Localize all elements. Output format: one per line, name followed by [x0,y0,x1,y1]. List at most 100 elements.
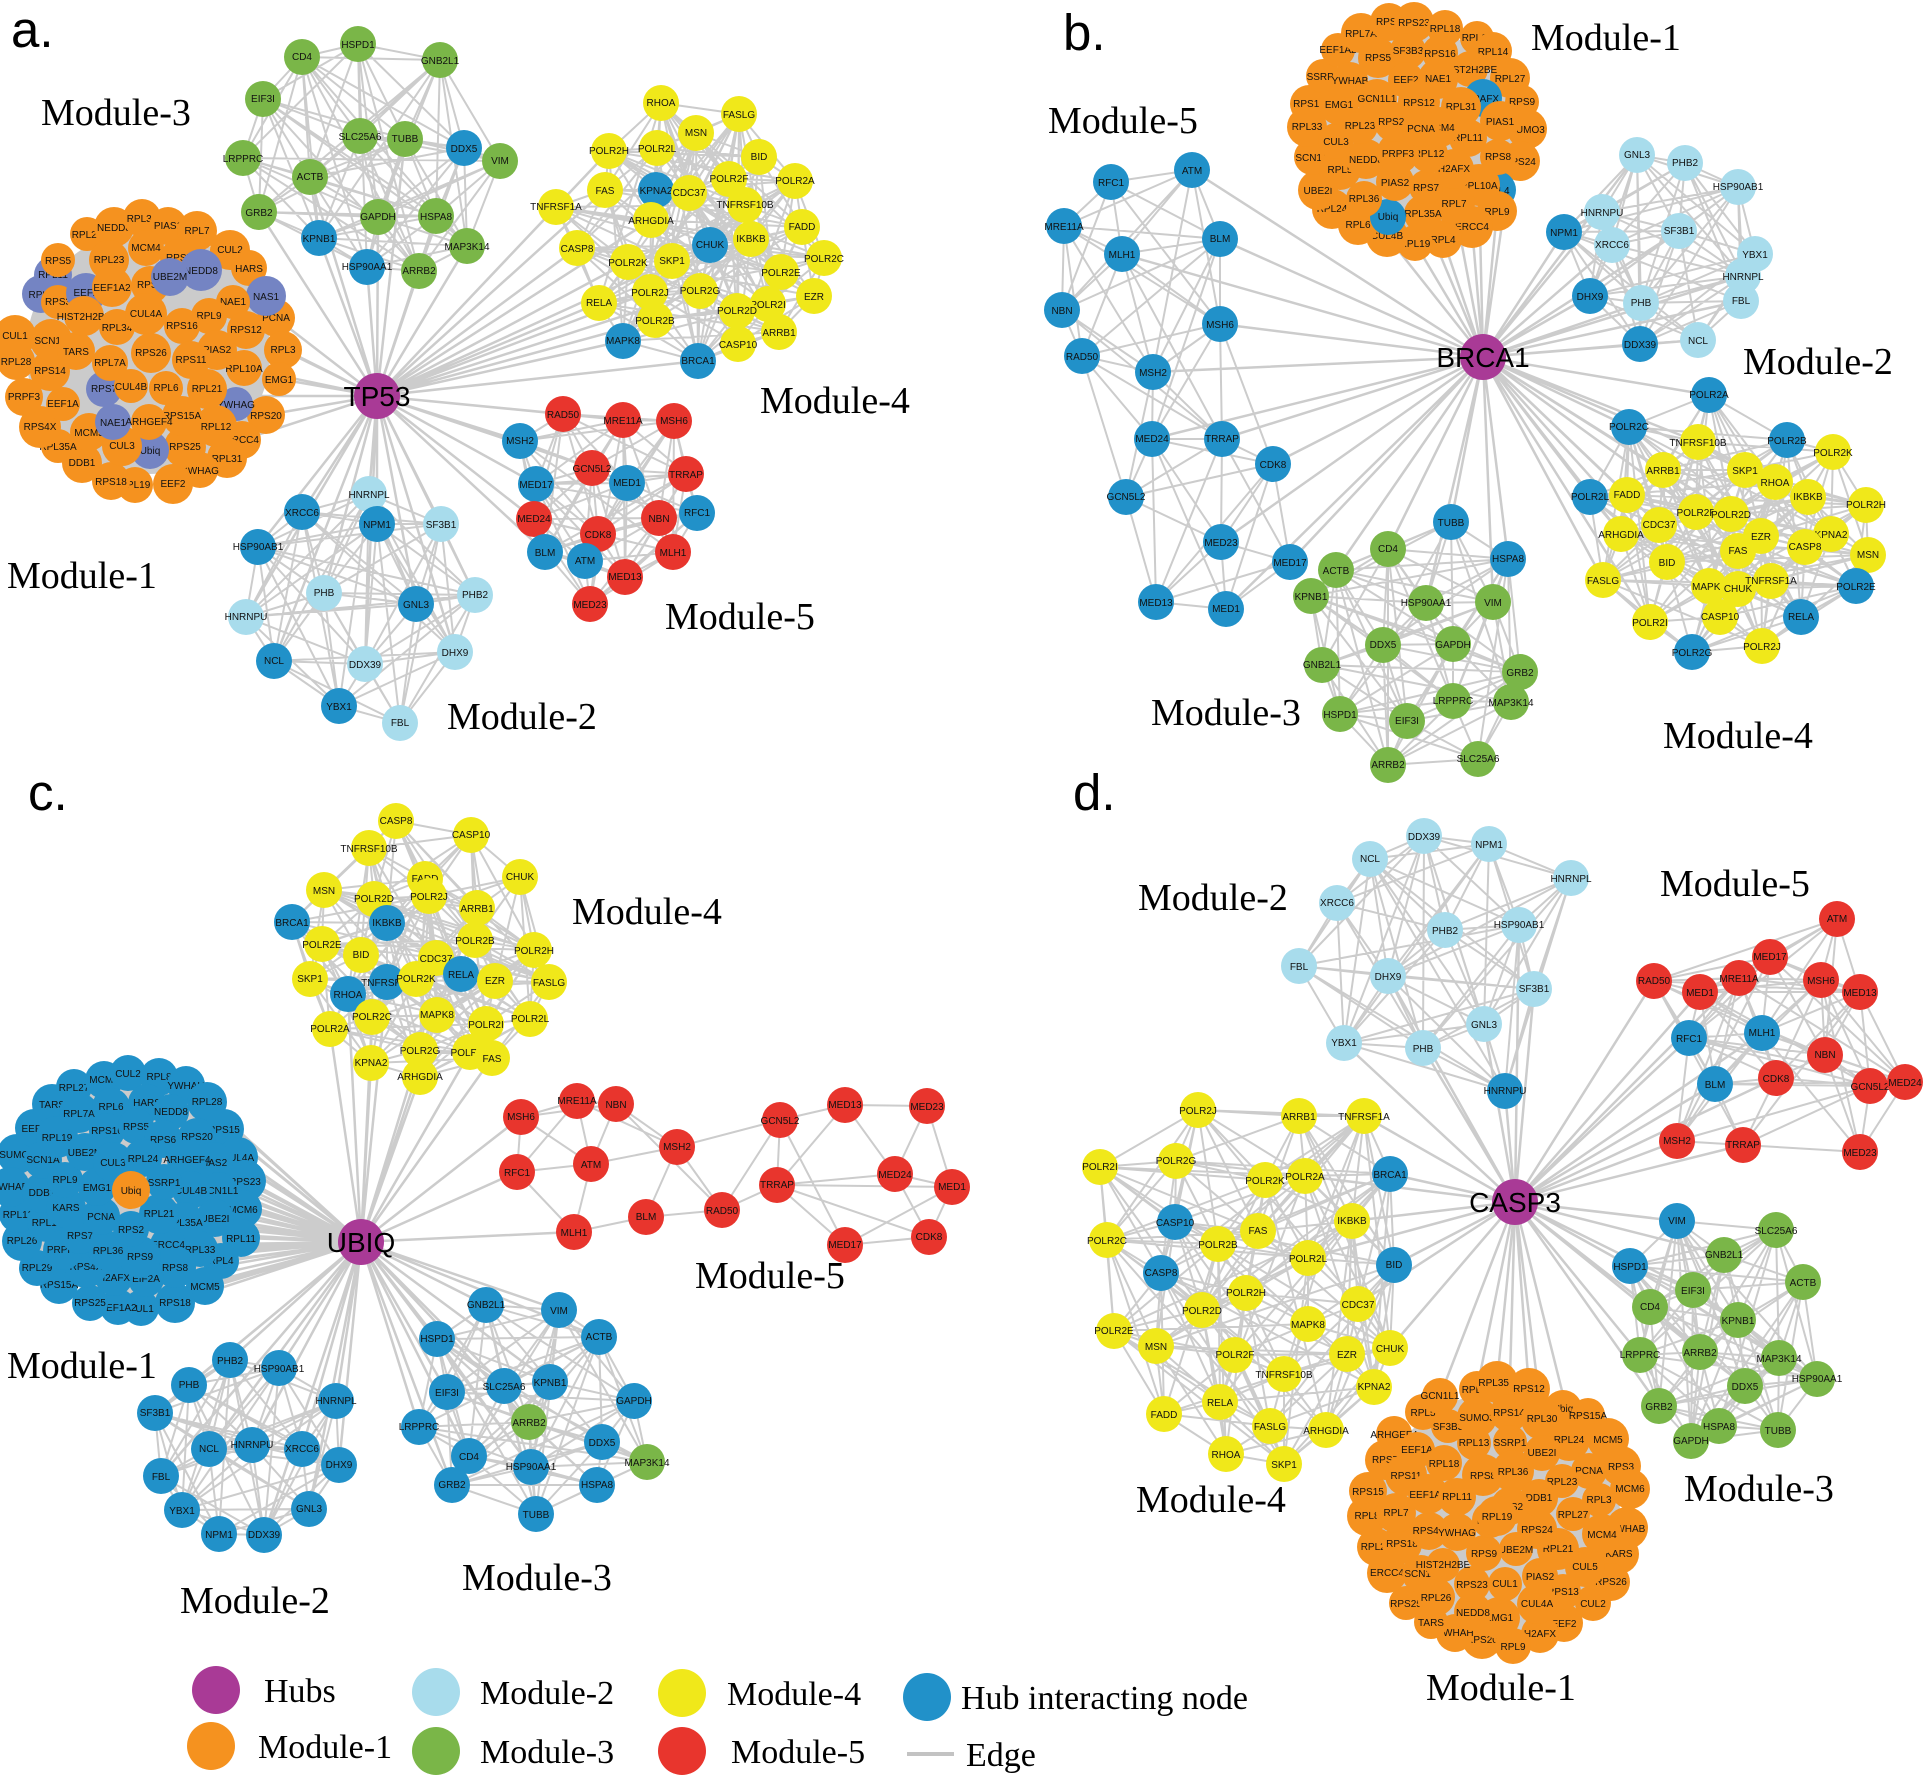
svg-text:H2AFX: H2AFX [1524,1629,1557,1640]
svg-text:NPM1: NPM1 [1550,228,1578,239]
svg-text:POLR2C: POLR2C [1087,1236,1127,1247]
svg-text:TP53: TP53 [344,381,411,412]
svg-text:SLC25A6: SLC25A6 [483,1382,526,1393]
svg-text:CHUK: CHUK [1724,584,1753,595]
svg-text:RPS8: RPS8 [1485,152,1512,163]
svg-text:XRCC6: XRCC6 [285,508,319,519]
svg-text:MED1: MED1 [938,1182,966,1193]
svg-text:DDX5: DDX5 [589,1438,616,1449]
svg-text:RFC1: RFC1 [504,1168,531,1179]
svg-text:MRE11A: MRE11A [603,416,643,427]
svg-text:POLR2J: POLR2J [631,288,669,299]
svg-text:TNFRSF10B: TNFRSF10B [340,844,398,855]
svg-text:FBL: FBL [391,718,410,729]
svg-text:ACTB: ACTB [1323,566,1350,577]
svg-text:LRPPRC: LRPPRC [223,154,264,165]
svg-text:RPL9: RPL9 [52,1175,77,1186]
svg-text:Module-5: Module-5 [1660,863,1810,905]
svg-text:RPS12: RPS12 [1513,1384,1545,1395]
svg-text:MRE11A: MRE11A [1044,222,1084,233]
svg-text:TRRAP: TRRAP [1726,1140,1760,1151]
svg-text:SKP1: SKP1 [1271,1460,1297,1471]
svg-text:MED24: MED24 [517,514,551,525]
svg-text:BRCA1: BRCA1 [681,356,715,367]
svg-text:HIST2H2BE: HIST2H2BE [57,312,112,323]
svg-text:RPL26: RPL26 [72,230,103,241]
svg-text:RPL33: RPL33 [185,1245,216,1256]
svg-text:PCNA: PCNA [1407,124,1435,135]
svg-text:SLC25A6: SLC25A6 [339,132,382,143]
svg-text:MED13: MED13 [608,572,642,583]
svg-text:NEDD8: NEDD8 [184,266,218,277]
svg-text:EEF1A2: EEF1A2 [93,283,131,294]
svg-text:TNFRSF1A: TNFRSF1A [530,202,582,213]
svg-text:RPS25: RPS25 [1390,1599,1422,1610]
svg-text:Module-4: Module-4 [1663,715,1813,757]
svg-text:RPS9: RPS9 [137,280,164,291]
svg-text:RPL33: RPL33 [1292,122,1323,133]
svg-text:POLR2E: POLR2E [1836,582,1876,593]
svg-text:RPL11: RPL11 [226,1234,256,1245]
svg-text:RELA: RELA [586,298,612,309]
svg-text:NBN: NBN [1051,306,1072,317]
svg-text:SLC25A6: SLC25A6 [1755,1226,1798,1237]
svg-text:NCL: NCL [199,1444,219,1455]
svg-text:SCN1A: SCN1A [34,336,68,347]
svg-text:HSP90AB1: HSP90AB1 [254,1364,305,1375]
svg-text:POLR2K: POLR2K [1813,448,1853,459]
svg-text:RPL36: RPL36 [93,1246,124,1257]
svg-text:YBX1: YBX1 [326,702,352,713]
svg-text:CD4: CD4 [292,52,312,63]
svg-text:RPL10A: RPL10A [1460,181,1498,192]
svg-text:RPS7: RPS7 [166,253,193,264]
svg-text:MAPK8: MAPK8 [606,336,640,347]
svg-text:RPL18: RPL18 [1429,1459,1460,1470]
svg-text:TRRAP: TRRAP [1205,434,1239,445]
svg-text:RPL3: RPL3 [1586,1495,1611,1506]
svg-text:TARS: TARS [1418,1618,1444,1629]
svg-text:DDX39: DDX39 [1624,340,1657,351]
svg-text:TUBB: TUBB [392,134,419,145]
svg-text:RPS23: RPS23 [1456,1580,1488,1591]
svg-text:HSP90AB1: HSP90AB1 [1713,182,1764,193]
svg-text:CD4: CD4 [459,1452,479,1463]
svg-text:CDK8: CDK8 [1763,1074,1790,1085]
svg-text:RPS23: RPS23 [229,1177,261,1188]
svg-text:CASP10: CASP10 [1156,1218,1195,1229]
svg-text:CASP8: CASP8 [561,244,594,255]
svg-text:RPL4: RPL4 [208,1256,233,1267]
svg-text:POLR2D: POLR2D [1182,1306,1222,1317]
svg-text:EEF1A: EEF1A [1401,1445,1433,1456]
svg-text:RFC1: RFC1 [684,508,711,519]
svg-text:HARS: HARS [133,1098,161,1109]
svg-text:GCN1L1: GCN1L1 [1358,94,1397,105]
svg-text:MCM5: MCM5 [74,428,104,439]
svg-text:SCN1A: SCN1A [1295,153,1329,164]
svg-text:RPS16: RPS16 [91,1126,123,1137]
svg-text:POLR2E: POLR2E [1094,1326,1134,1337]
svg-text:RPS8: RPS8 [162,1263,189,1274]
svg-text:CUL4B: CUL4B [175,1186,208,1197]
svg-text:KPNB1: KPNB1 [534,1378,567,1389]
svg-text:RPS20: RPS20 [250,411,282,422]
svg-text:YBX1: YBX1 [169,1506,195,1517]
svg-text:TUBB: TUBB [1765,1426,1792,1437]
svg-text:MED23: MED23 [1843,1148,1877,1159]
svg-text:CDK8: CDK8 [916,1232,943,1243]
svg-text:SSRP1: SSRP1 [1307,72,1340,83]
svg-text:RPS11: RPS11 [176,355,207,366]
svg-text:IKBKB: IKBKB [372,918,402,929]
svg-text:BLM: BLM [1705,1080,1726,1091]
svg-text:RPS4X: RPS4X [24,422,57,433]
svg-text:GNB2L1: GNB2L1 [467,1300,506,1311]
svg-text:YBX1: YBX1 [1331,1038,1357,1049]
svg-text:RPL24: RPL24 [1317,204,1348,215]
svg-text:VIM: VIM [491,156,509,167]
svg-text:GNL3: GNL3 [1471,1020,1498,1031]
svg-text:ARRB2: ARRB2 [1683,1348,1717,1359]
svg-text:d.: d. [1073,764,1116,821]
svg-text:MAP3K14: MAP3K14 [1756,1354,1801,1365]
svg-text:MCM6: MCM6 [1615,1484,1645,1495]
svg-text:FASLG: FASLG [723,110,755,121]
svg-text:SF3B3: SF3B3 [1393,46,1424,57]
